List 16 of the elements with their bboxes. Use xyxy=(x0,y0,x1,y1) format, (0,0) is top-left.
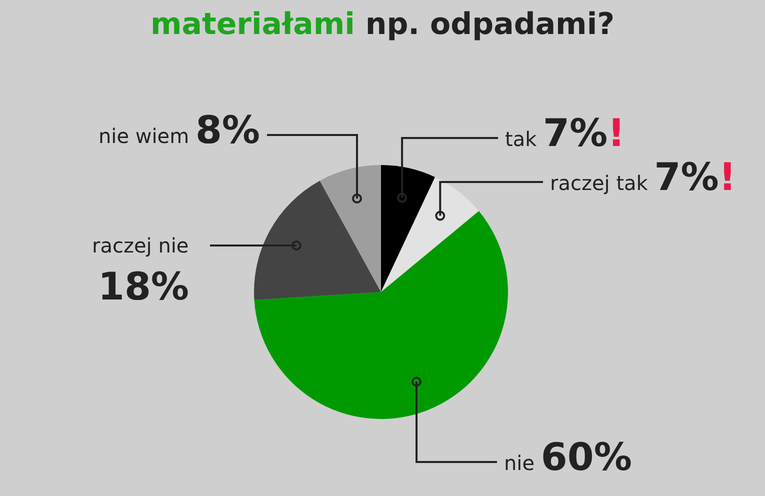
pie-slice xyxy=(254,180,381,300)
slice-label: raczej tak xyxy=(550,171,654,195)
data-label: 60% xyxy=(540,435,632,479)
chart-title: materiałami np. odpadami? xyxy=(150,7,615,42)
pie-slice xyxy=(381,177,479,292)
slice-label: raczej nie xyxy=(92,234,189,258)
data-label: 7%! xyxy=(543,111,625,155)
slice-label: nie xyxy=(504,451,541,475)
pie-slice xyxy=(320,165,381,292)
slice-label: nie wiem xyxy=(98,124,196,148)
data-label: 7%! xyxy=(654,155,736,199)
data-label: 8% xyxy=(195,108,260,152)
pie-slice xyxy=(381,165,436,292)
pie-slice xyxy=(254,211,508,419)
data-label: 18% xyxy=(98,264,189,308)
slice-label: tak xyxy=(505,127,544,151)
